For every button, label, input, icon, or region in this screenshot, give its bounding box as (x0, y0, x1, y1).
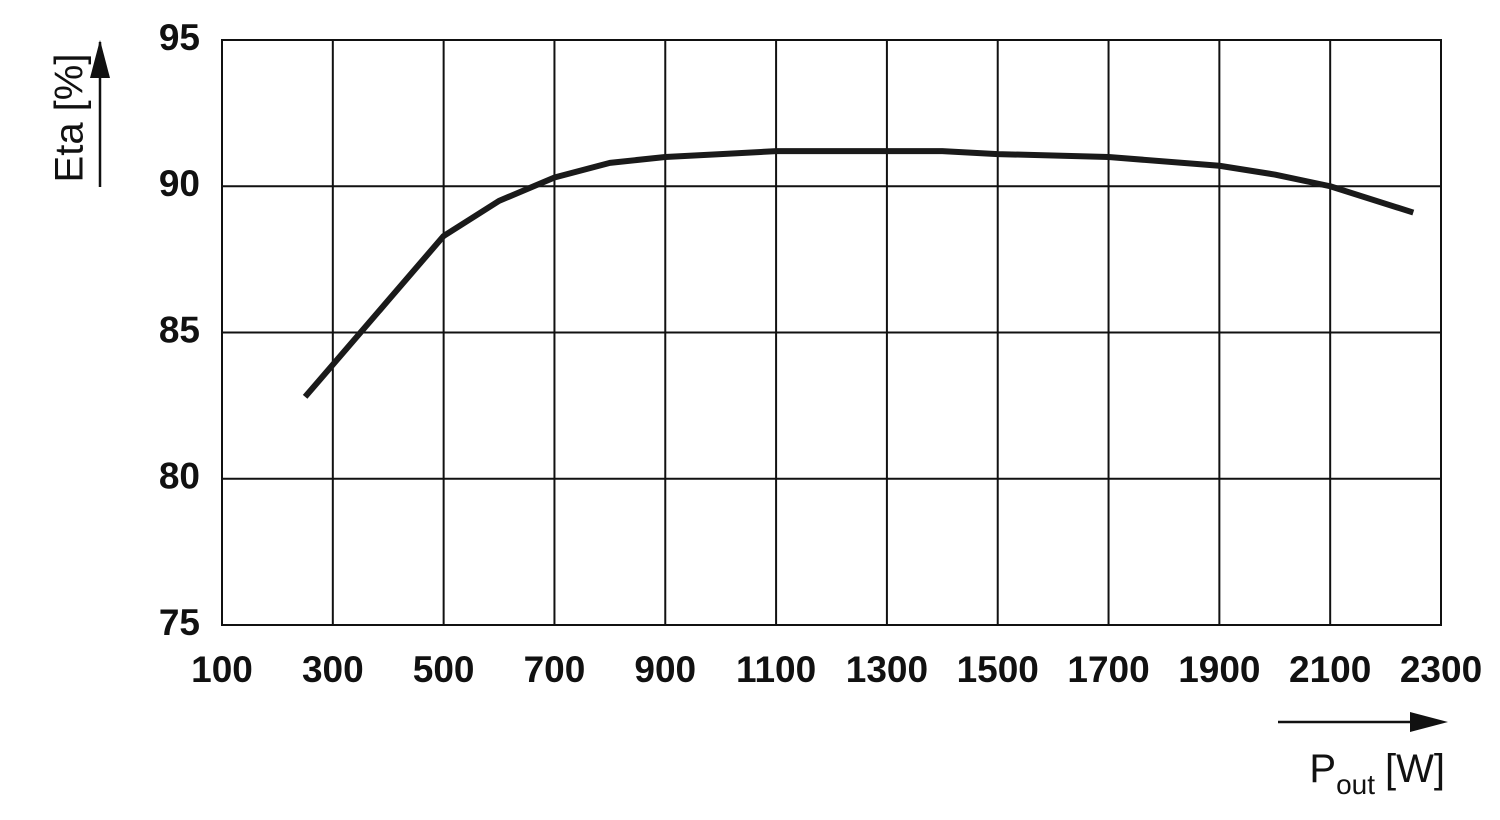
y-arrow-head (90, 40, 110, 78)
x-arrow-head (1410, 712, 1448, 732)
x-tick-label: 2100 (1289, 649, 1371, 690)
plot-frame (221, 39, 1442, 626)
x-title-sub: out (1336, 769, 1375, 800)
data-line (302, 148, 1415, 399)
x-tick-label: 1300 (846, 649, 928, 690)
y-axis-title: Eta [%] (48, 54, 92, 183)
x-title-unit: [W] (1385, 747, 1445, 791)
x-tick-label: 1500 (957, 649, 1039, 690)
x-tick-label: 500 (413, 649, 475, 690)
y-tick-label: 85 (159, 309, 200, 350)
x-tick-label: 900 (634, 649, 696, 690)
y-tick-label: 90 (159, 163, 200, 204)
y-tick-label: 95 (159, 17, 200, 58)
y-tick-label: 80 (159, 456, 200, 497)
x-tick-label: 700 (524, 649, 586, 690)
x-tick-label: 2300 (1400, 649, 1482, 690)
x-tick-label: 300 (302, 649, 364, 690)
x-tick-label: 1100 (736, 649, 816, 690)
x-tick-label: 1900 (1178, 649, 1260, 690)
x-axis-title: Pout [W] (1309, 747, 1445, 800)
x-tick-label: 1700 (1067, 649, 1149, 690)
x-title-main: P (1309, 747, 1336, 791)
x-tick-label: 100 (191, 649, 253, 690)
y-tick-label: 75 (159, 602, 200, 643)
